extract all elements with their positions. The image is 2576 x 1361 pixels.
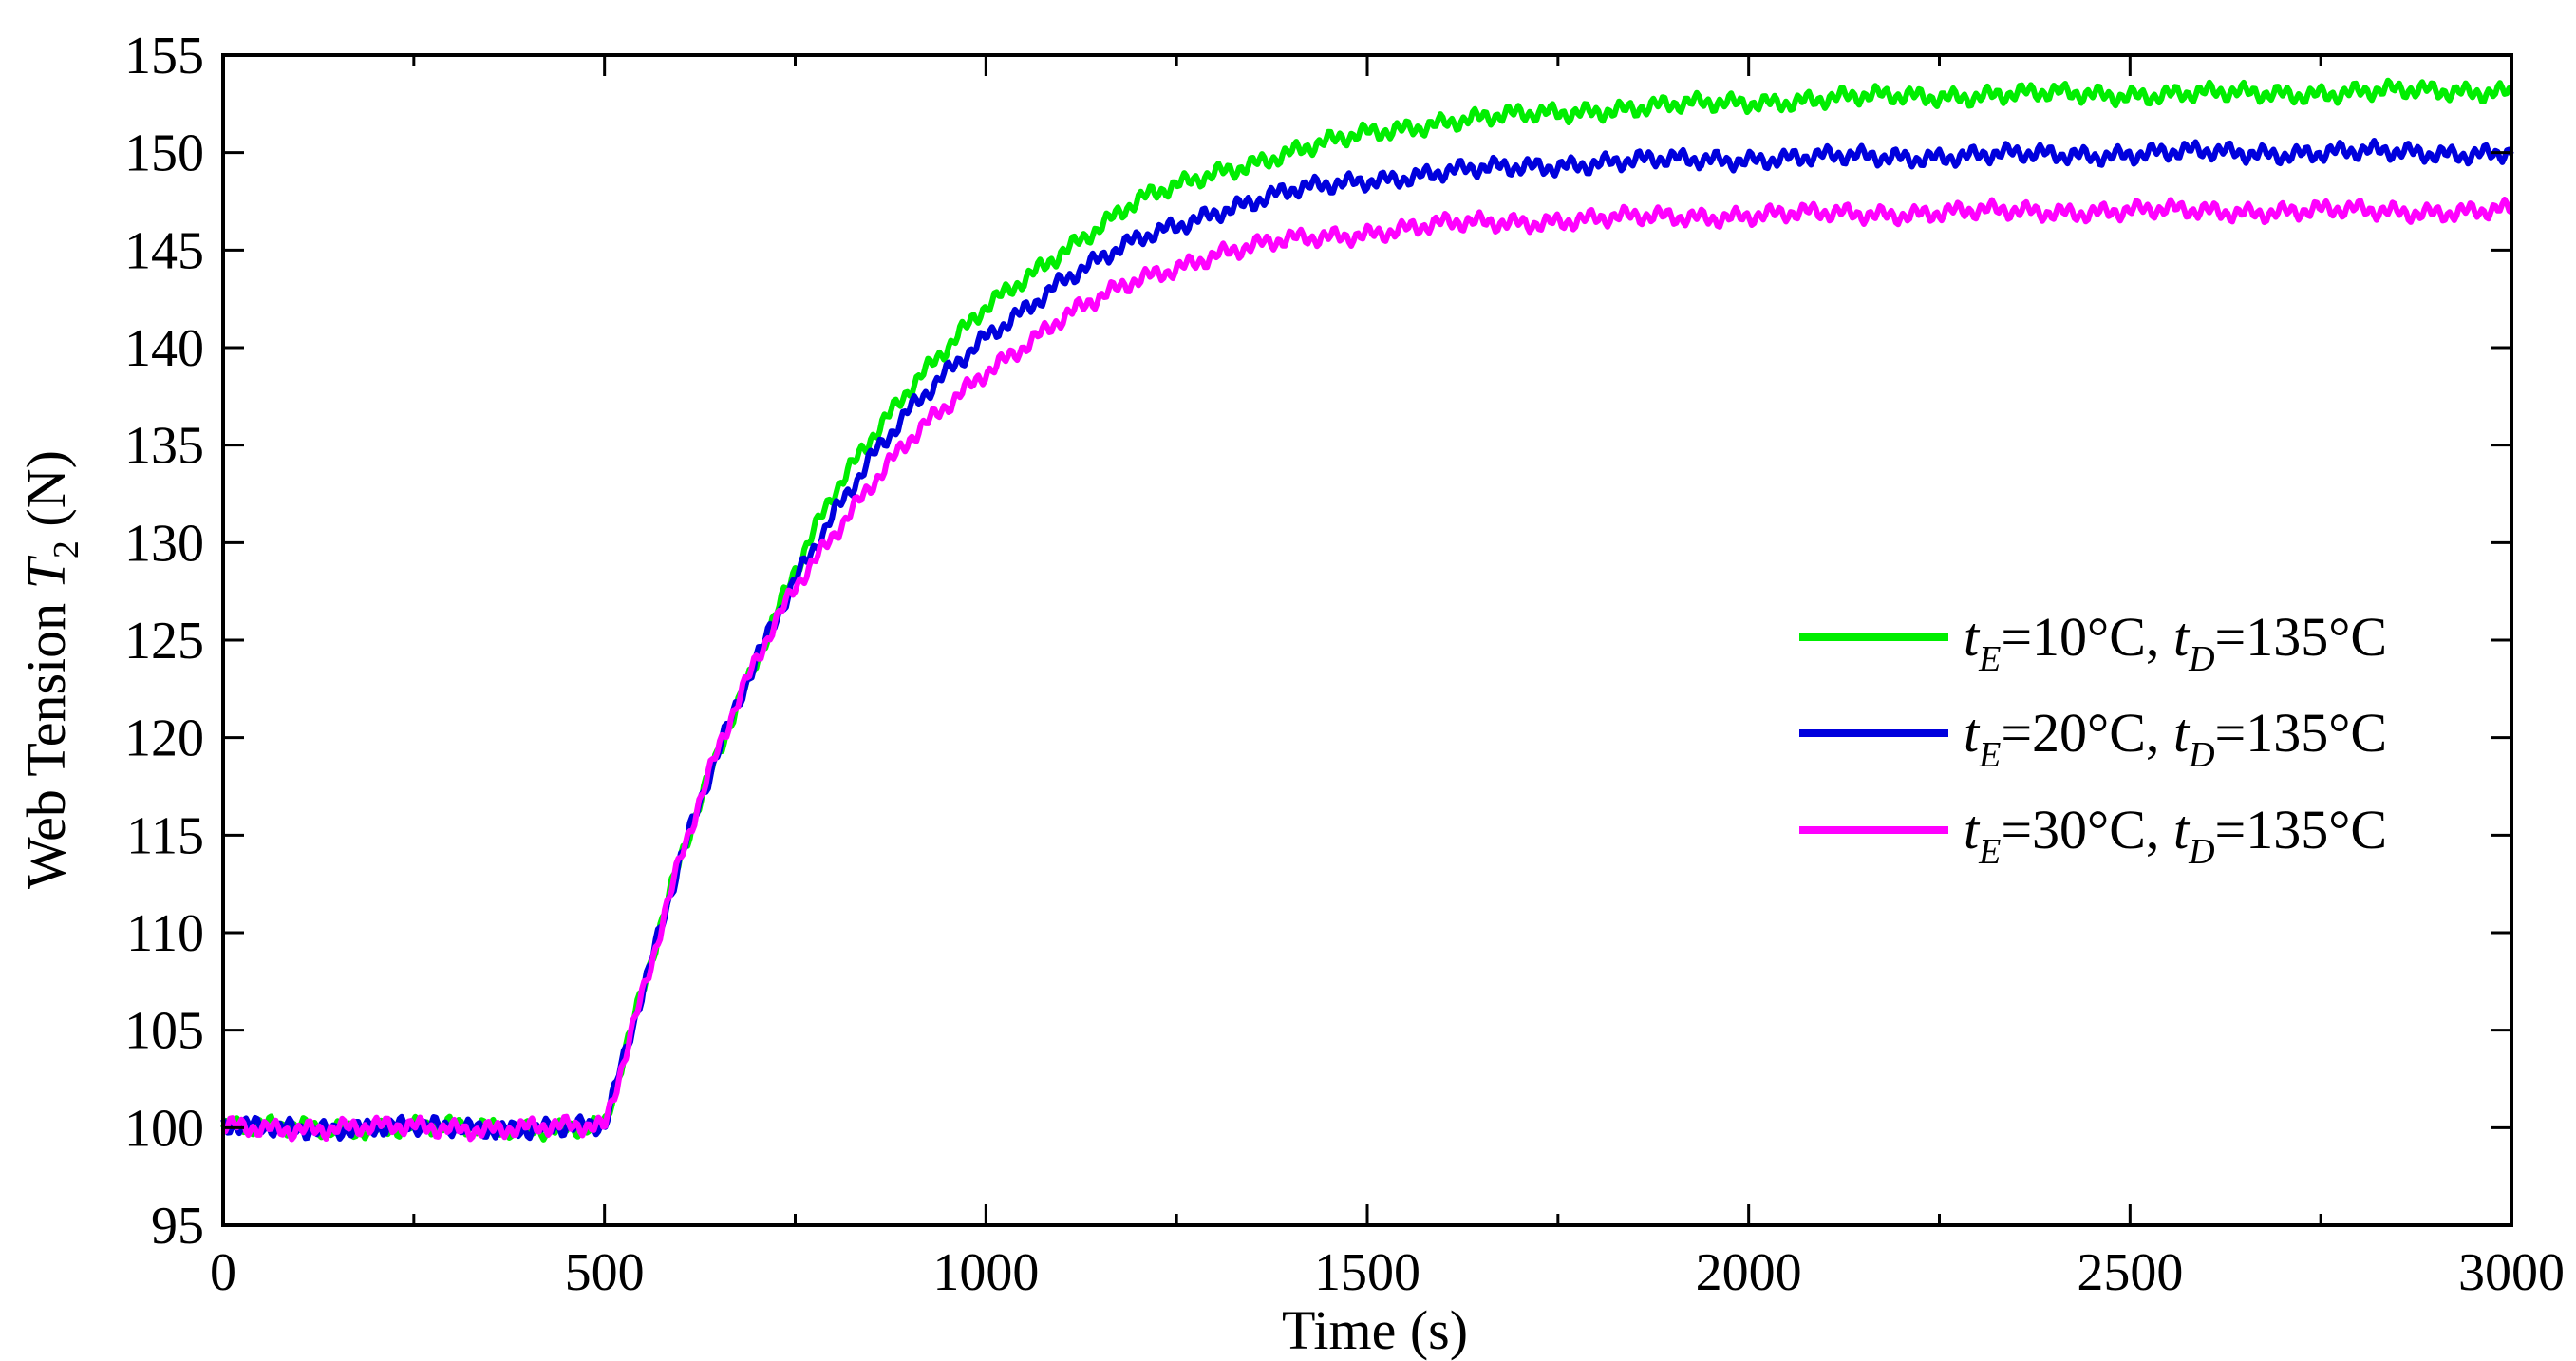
- y-tick-label: 135: [124, 417, 204, 476]
- y-tick-label: 120: [124, 709, 204, 768]
- y-tick-labels: 95 100 105 110 115 120 125 130 135 140 145 150 155: [124, 27, 204, 1256]
- plot-frame: [221, 53, 2513, 1227]
- series-line-3: [220, 197, 2513, 1143]
- y-tick-label: 110: [126, 904, 204, 963]
- y-tick-label: 140: [124, 319, 204, 378]
- x-tick-labels: 0 500 1000 1500 2000 2500 3000: [210, 1243, 2565, 1302]
- y-tick-label: 145: [124, 221, 204, 280]
- x-tick-label: 500: [565, 1243, 645, 1302]
- x-tick-label: 2500: [2077, 1243, 2183, 1302]
- x-tick-label: 2000: [1696, 1243, 1802, 1302]
- y-tick-label: 155: [124, 27, 204, 85]
- y-tick-label: 115: [126, 806, 204, 865]
- legend-label-series-1: tE=10°C, tD=135°C: [1964, 606, 2387, 679]
- series-layer: [220, 77, 2514, 1143]
- x-tick-label: 1500: [1314, 1243, 1420, 1302]
- y-axis-title: Web Tension T2 (N): [15, 450, 86, 889]
- legend: tE=10°C, tD=135°C tE=20°C, tD=135°C tE=3…: [1799, 606, 2387, 872]
- legend-label-series-3: tE=30°C, tD=135°C: [1964, 799, 2387, 872]
- x-axis-title: Time (s): [1282, 1299, 1468, 1361]
- y-tick-label: 105: [124, 1002, 204, 1061]
- x-tick-label: 3000: [2458, 1243, 2565, 1302]
- y-tick-label: 150: [124, 124, 204, 183]
- x-tick-label: 1000: [932, 1243, 1039, 1302]
- y-tick-label: 100: [124, 1099, 204, 1158]
- y-tick-label: 95: [151, 1197, 204, 1256]
- x-tick-label: 0: [210, 1243, 236, 1302]
- y-tick-label: 125: [124, 612, 204, 671]
- legend-label-series-2: tE=20°C, tD=135°C: [1964, 702, 2387, 775]
- y-tick-label: 130: [124, 514, 204, 573]
